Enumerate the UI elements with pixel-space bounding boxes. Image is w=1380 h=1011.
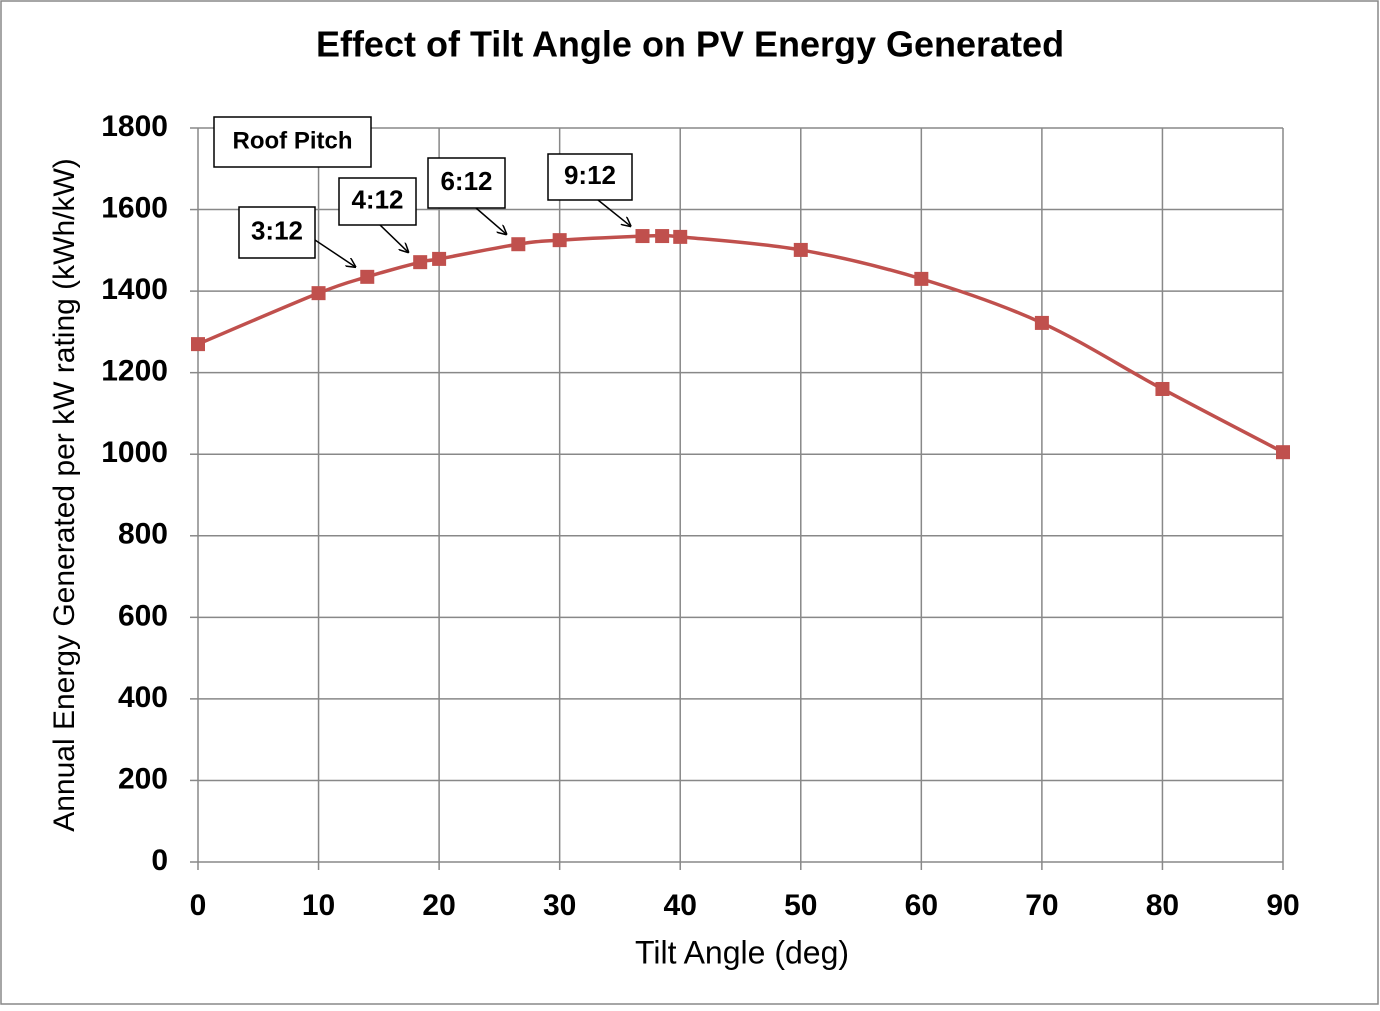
x-tick-label: 10 [302,889,335,922]
chart-title: Effect of Tilt Angle on PV Energy Genera… [316,24,1064,65]
annotation-arrow [379,224,408,252]
y-tick-label: 600 [118,599,168,632]
annotation-box [427,157,506,209]
y-tick-label: 1200 [101,355,168,388]
point [655,229,670,244]
annotation-box [547,153,633,201]
annotation-arrow [475,207,506,234]
annotation: Roof Pitch [233,127,353,154]
annotation-arrow [597,199,630,226]
point [1034,315,1049,330]
point [1155,381,1170,396]
y-tick-label: 800 [118,518,168,551]
annotation-box [213,116,372,168]
point [1276,445,1290,460]
y-axis-label: Annual Energy Generated per kW rating (k… [48,158,81,832]
point [914,271,929,286]
point [673,229,688,244]
x-tick-label: 70 [1025,889,1058,922]
point [511,237,526,252]
annotation: 9:12 [564,160,616,190]
point [552,233,567,248]
point [191,337,205,352]
y-tick-label: 1800 [101,110,168,143]
annotation: 6:12 [440,166,492,196]
x-tick-label: 50 [784,889,817,922]
x-tick-label: 60 [905,889,938,922]
point [635,229,650,244]
x-axis-label: Tilt Angle (deg) [635,934,849,970]
x-tick-label: 20 [422,889,455,922]
y-tick-label: 200 [118,762,168,795]
x-tick-label: 0 [190,889,207,922]
y-tick-label: 1400 [101,273,168,306]
annotation-box [338,177,417,226]
x-tick-label: 90 [1266,889,1299,922]
point [360,269,375,284]
x-tick-label: 30 [543,889,576,922]
y-tick-label: 1000 [101,436,168,469]
y-tick-label: 1600 [101,191,168,224]
x-tick-label: 40 [664,889,697,922]
annotation-box [238,206,316,259]
annotation: 3:12 [251,215,303,245]
x-tick-label: 80 [1146,889,1179,922]
y-tick-label: 0 [151,844,168,877]
point [793,242,808,257]
annotation-arrow [314,239,355,267]
point [432,251,447,266]
point [413,255,428,270]
y-tick-label: 400 [118,681,168,714]
point [311,286,326,301]
annotation: 4:12 [351,184,403,214]
